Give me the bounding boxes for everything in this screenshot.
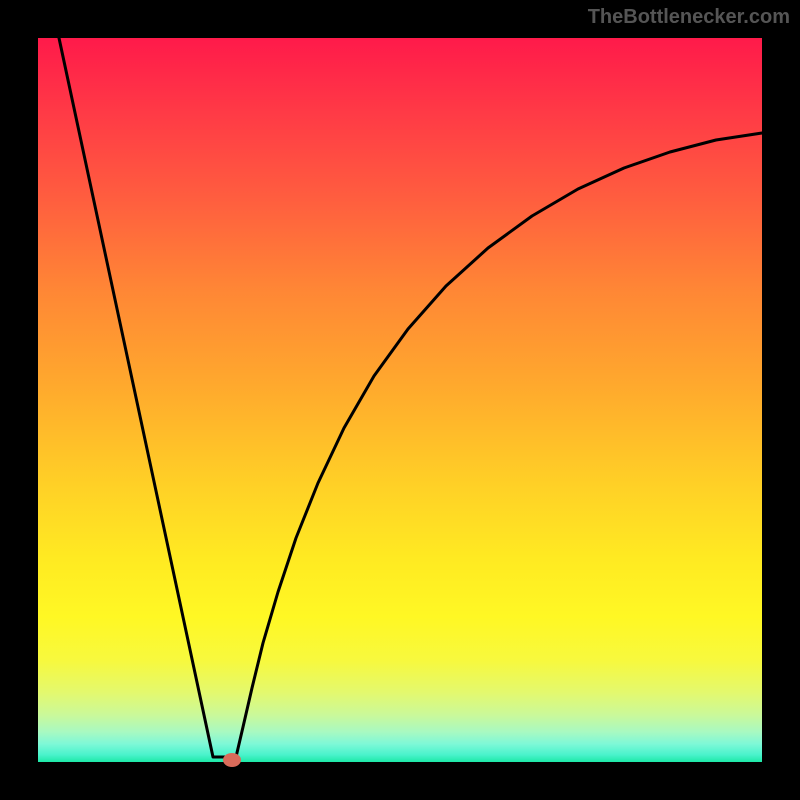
chart-container: TheBottlenecker.com: [0, 0, 800, 800]
optimal-point-marker: [223, 753, 241, 767]
bottleneck-curve-segment: [59, 38, 762, 757]
watermark-text: TheBottlenecker.com: [588, 6, 790, 29]
plot-area: [38, 38, 762, 762]
curve-svg: [0, 0, 800, 800]
